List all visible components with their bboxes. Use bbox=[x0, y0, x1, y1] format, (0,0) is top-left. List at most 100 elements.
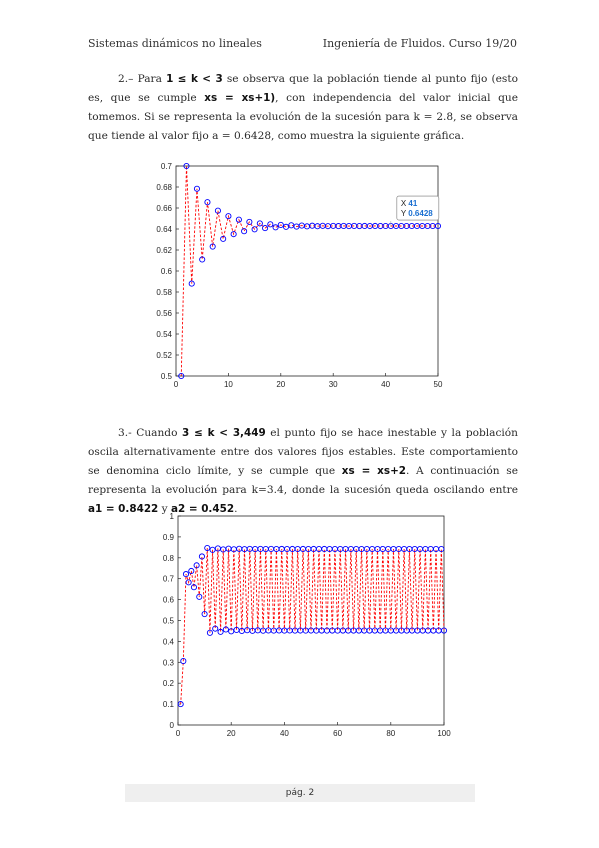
condition: 1 ≤ k < 3 bbox=[166, 73, 223, 85]
data-point bbox=[188, 280, 195, 287]
y-tick-label: 0.64 bbox=[156, 225, 172, 234]
data-point bbox=[434, 222, 442, 230]
plot-area bbox=[175, 165, 439, 377]
text: 2.– Para bbox=[118, 73, 167, 85]
x-tick-label: 100 bbox=[437, 729, 451, 738]
page-number: pág. 2 bbox=[125, 784, 475, 802]
data-point bbox=[178, 372, 185, 380]
y-tick-label: 0.68 bbox=[156, 183, 172, 192]
x-tick-label: 0 bbox=[176, 729, 181, 738]
text: . A continuación se representa la evoluc… bbox=[88, 465, 518, 496]
data-point bbox=[206, 629, 213, 636]
y-tick-label: 0.66 bbox=[156, 204, 172, 213]
data-point bbox=[256, 220, 263, 227]
chart-1-svg: 0 10 20 30 40 50 0.5 0.52 0.54 0.56 0.58 0.6 0.62 0.6… bbox=[156, 162, 443, 389]
chart-k-2-8: 0 10 20 30 40 50 0.5 0.52 0.54 0.56 0.58 0.6 0.62 0.6… bbox=[148, 155, 453, 395]
x-tick-label: 50 bbox=[434, 380, 443, 389]
data-point bbox=[209, 243, 216, 250]
paragraph-section-3: 3.- Cuando 3 ≤ k < 3,449 el punto fijo s… bbox=[88, 424, 518, 519]
data-point bbox=[438, 545, 445, 553]
y-tick-label: 0.54 bbox=[156, 330, 172, 339]
text: 3.- Cuando bbox=[118, 427, 183, 439]
text: , con independencia del valor inicial qu… bbox=[88, 92, 518, 142]
text: . bbox=[234, 503, 238, 515]
data-point bbox=[251, 226, 258, 233]
data-point bbox=[272, 224, 279, 231]
data-point bbox=[177, 701, 184, 708]
value-a1: a1 = 0.8422 bbox=[88, 503, 159, 515]
y-tick-label: 0.3 bbox=[163, 658, 175, 667]
data-point bbox=[199, 256, 206, 263]
paragraph-section-2: 2.– Para 1 ≤ k < 3 se observa que la pob… bbox=[88, 70, 518, 146]
value-a2: a2 = 0.452 bbox=[171, 503, 235, 515]
x-tick-label: 60 bbox=[333, 729, 342, 738]
data-point bbox=[196, 593, 203, 600]
y-tick-label: 0.5 bbox=[161, 372, 173, 381]
data-point bbox=[188, 567, 195, 575]
y-tick-label: 1 bbox=[170, 512, 175, 521]
data-point bbox=[217, 628, 224, 635]
y-tick-label: 0.9 bbox=[163, 533, 175, 542]
x-tick-label: 80 bbox=[386, 729, 395, 738]
data-point bbox=[241, 228, 248, 235]
y-tick-label: 0.6 bbox=[163, 596, 175, 605]
text: se observa que la población tiende al pu… bbox=[88, 73, 518, 104]
data-point bbox=[230, 231, 237, 238]
chart-2-svg: 0 20 40 60 80 100 0 0.1 0.2 0.3 0.4 0.5 0.6 0.7 0.8 0.9… bbox=[163, 512, 451, 738]
data-point bbox=[201, 610, 208, 618]
chart-k-3-4: 0 20 40 60 80 100 0 0.1 0.2 0.3 0.4 0.5 0.6 0.7 0.8 0.9… bbox=[150, 506, 460, 746]
y-tick-label: 0.7 bbox=[163, 575, 175, 584]
y-tick-label: 0.56 bbox=[156, 309, 172, 318]
data-point bbox=[193, 562, 200, 569]
data-point bbox=[440, 627, 448, 634]
x-tick-label: 30 bbox=[329, 380, 338, 389]
y-tick-label: 0.1 bbox=[163, 700, 175, 709]
y-tick-label: 0.2 bbox=[163, 679, 175, 688]
data-point bbox=[277, 221, 284, 228]
y-tick-label: 0 bbox=[170, 721, 175, 730]
x-tick-label: 10 bbox=[224, 380, 233, 389]
y-tick-label: 0.7 bbox=[161, 162, 173, 171]
data-point bbox=[193, 185, 201, 192]
data-point bbox=[198, 553, 205, 560]
data-point bbox=[262, 225, 269, 232]
data-point bbox=[246, 218, 253, 225]
data-point bbox=[190, 584, 198, 591]
y-tick-label: 0.52 bbox=[156, 351, 172, 360]
data-point bbox=[204, 544, 211, 552]
x-tick-label: 20 bbox=[276, 380, 285, 389]
y-tick-label: 0.4 bbox=[163, 637, 175, 646]
data-point bbox=[214, 207, 221, 214]
y-tick-label: 0.8 bbox=[163, 554, 175, 563]
x-tick-label: 0 bbox=[174, 380, 179, 389]
data-point bbox=[183, 162, 190, 170]
data-point bbox=[204, 199, 211, 206]
datatip-y: Y 0.6428 bbox=[401, 209, 433, 218]
header-left: Sistemas dinámicos no lineales bbox=[88, 37, 262, 50]
y-tick-label: 0.6 bbox=[161, 267, 173, 276]
header-right: Ingeniería de Fluidos. Curso 19/20 bbox=[322, 37, 517, 50]
x-tick-label: 20 bbox=[227, 729, 236, 738]
y-tick-label: 0.5 bbox=[163, 617, 175, 626]
condition: 3 ≤ k < 3,449 bbox=[182, 427, 266, 439]
data-point bbox=[220, 235, 227, 242]
data-point bbox=[235, 216, 242, 223]
data-point bbox=[222, 626, 229, 633]
series-line bbox=[180, 548, 445, 705]
data-point bbox=[185, 579, 192, 586]
x-tick-label: 40 bbox=[381, 380, 390, 389]
data-point bbox=[225, 213, 232, 220]
y-tick-label: 0.62 bbox=[156, 246, 172, 255]
data-point bbox=[182, 571, 190, 578]
text: el punto fijo se hace inestable y la pob… bbox=[88, 427, 518, 477]
data-point bbox=[267, 221, 274, 228]
x-tick-label: 40 bbox=[280, 729, 289, 738]
data-point bbox=[180, 657, 187, 665]
datatip-box bbox=[396, 195, 440, 221]
y-tick-label: 0.58 bbox=[156, 288, 172, 297]
equation: xs = xs+1) bbox=[204, 92, 276, 104]
text: y bbox=[158, 503, 172, 515]
data-point bbox=[212, 625, 219, 632]
data-point bbox=[282, 223, 290, 230]
equation: xs = xs+2 bbox=[341, 465, 407, 477]
